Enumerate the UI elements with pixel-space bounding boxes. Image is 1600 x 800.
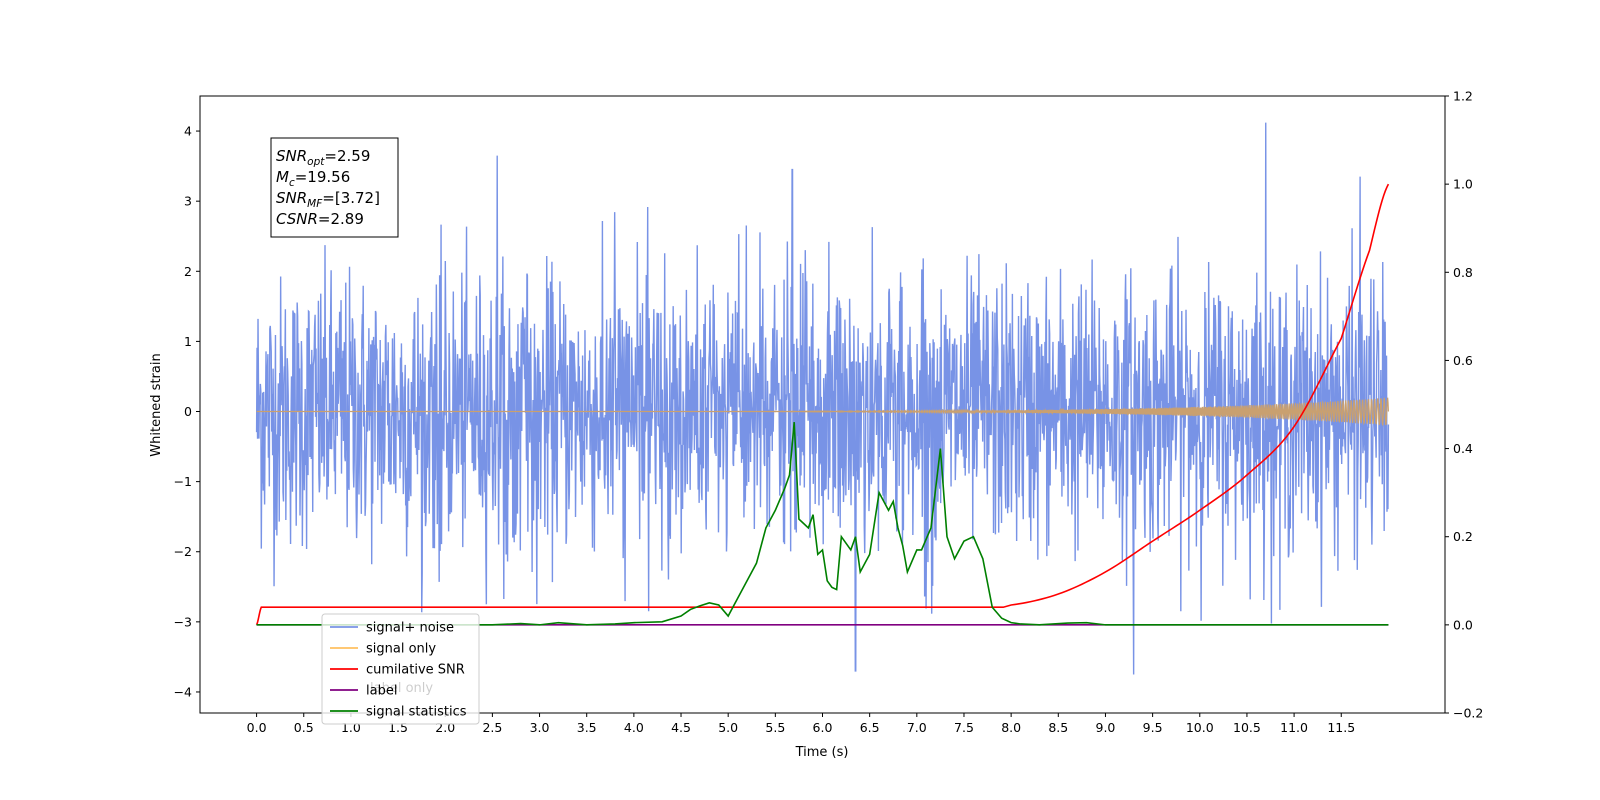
- legend-frame: [321, 613, 480, 725]
- y-tick-label-left: 1: [184, 334, 192, 349]
- annotation-line: CSNR=2.89: [276, 210, 364, 228]
- y-tick-label-right: 0.8: [1453, 265, 1473, 280]
- y-tick-label-right: 0.6: [1453, 353, 1473, 368]
- y-tick-label-left: −4: [174, 684, 192, 699]
- x-tick-label: 0.5: [294, 720, 314, 735]
- annotation-subscript: opt: [307, 156, 325, 168]
- legend-label: label: [366, 684, 397, 699]
- x-tick-label: 5.5: [765, 720, 785, 735]
- series-signal-noise: [255, 122, 1390, 675]
- x-tick-label: 5.0: [718, 720, 738, 735]
- x-tick-label: 10.0: [1186, 720, 1214, 735]
- x-tick-label: 3.5: [577, 720, 597, 735]
- y-tick-label-left: 2: [184, 264, 192, 279]
- annotation-line: SNRMF=[3.72]: [276, 189, 380, 210]
- annotation-line: Mc=19.56: [276, 168, 350, 189]
- y-axis-label: Whitened strain: [149, 353, 164, 456]
- y-tick-label-right: 1.0: [1453, 177, 1473, 192]
- series-cumilative-snr: [255, 183, 1390, 626]
- y-tick-label-right: 0.0: [1453, 617, 1473, 632]
- x-tick-label: 6.0: [813, 720, 833, 735]
- x-tick-label: 8.5: [1048, 720, 1068, 735]
- y-tick-label-right: 1.2: [1453, 89, 1473, 104]
- annotation-subscript: MF: [307, 198, 323, 210]
- x-tick-label: 2.5: [482, 720, 502, 735]
- y-tick-label-left: 3: [184, 194, 192, 209]
- legend-label: signal+ noise: [366, 621, 454, 636]
- annotation-symbol: SNR: [276, 189, 307, 207]
- annotation-value: =2.89: [318, 210, 364, 228]
- y-tick-label-right: 0.2: [1453, 529, 1473, 544]
- annotation-symbol: CSNR: [276, 210, 318, 228]
- annotation-frame: [270, 137, 399, 238]
- annotation-symbol: M: [276, 168, 289, 186]
- x-axis-label: Time (s): [795, 745, 849, 760]
- x-tick-label: 4.5: [671, 720, 691, 735]
- x-tick-label: 7.5: [954, 720, 974, 735]
- annotation-value: =2.59: [324, 147, 370, 165]
- y-tick-label-left: −2: [174, 544, 192, 559]
- y-tick-label-left: 4: [184, 124, 192, 139]
- y-tick-label-left: 0: [184, 404, 192, 419]
- annotation-line: SNRopt=2.59: [276, 147, 370, 168]
- x-tick-label: 9.5: [1143, 720, 1163, 735]
- x-tick-label: 3.0: [530, 720, 550, 735]
- legend-label: signal statistics: [366, 705, 467, 720]
- x-tick-label: 8.0: [1001, 720, 1021, 735]
- annotation-value: =[3.72]: [322, 189, 380, 207]
- series-signal-statistics: [256, 422, 1389, 626]
- y-tick-label-right: −0.2: [1453, 706, 1483, 721]
- series-layer: [255, 122, 1390, 675]
- y-tick-label-left: −1: [174, 474, 192, 489]
- legend-label: signal only: [366, 642, 436, 657]
- annotation-value: =19.56: [295, 168, 351, 186]
- x-tick-label: 0.0: [247, 720, 267, 735]
- annotation-symbol: SNR: [276, 147, 307, 165]
- x-tick-label: 11.5: [1327, 720, 1355, 735]
- y-tick-label-left: −3: [174, 614, 192, 629]
- y-axis-right: −0.2 0.0 0.2 0.4 0.6 0.8 1.0 1.2: [1445, 89, 1483, 721]
- x-tick-label: 4.0: [624, 720, 644, 735]
- y-axis-left: −4 −3 −2 −1 0 1 2 3 4: [174, 124, 200, 699]
- x-tick-label: 9.0: [1096, 720, 1116, 735]
- series-signal-only: [256, 397, 1390, 427]
- x-tick-label: 7.0: [907, 720, 927, 735]
- x-tick-label: 6.5: [860, 720, 880, 735]
- annotation-subscript: c: [289, 177, 295, 189]
- y-tick-label-right: 0.4: [1453, 441, 1473, 456]
- legend-label: cumilative SNR: [366, 663, 465, 678]
- x-tick-label: 10.5: [1233, 720, 1261, 735]
- x-tick-label: 11.0: [1280, 720, 1308, 735]
